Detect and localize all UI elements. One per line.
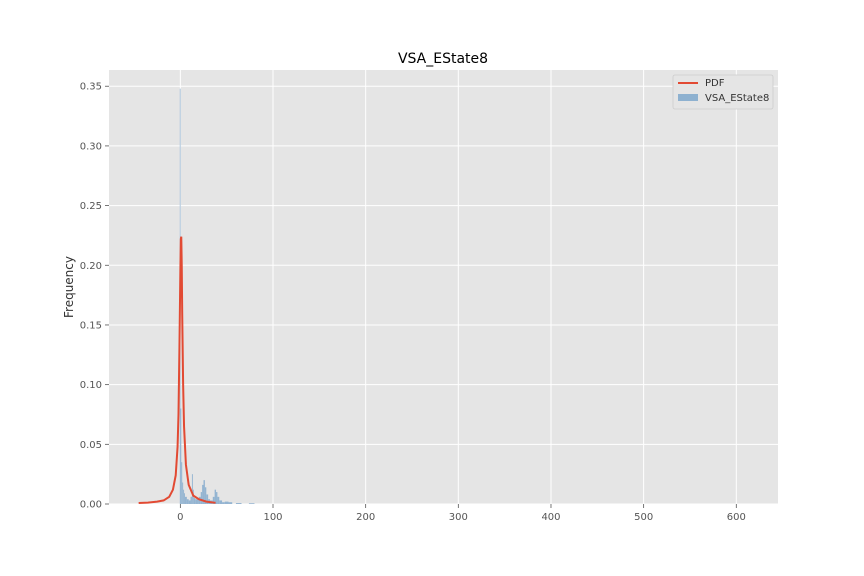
histogram-bar: [195, 499, 198, 504]
x-tick-label: 600: [727, 512, 746, 523]
histogram-bar: [184, 493, 185, 504]
pdf-line: [138, 236, 216, 505]
legend: PDF VSA_EState8: [672, 74, 774, 110]
plot-area: [109, 70, 778, 504]
histogram-bar: [180, 408, 182, 504]
grid-lines: [109, 70, 778, 505]
histogram-bar: [190, 496, 192, 504]
histogram-bar: [228, 502, 233, 504]
x-tick-label: 0: [177, 512, 183, 523]
y-tick-label: 0.35: [80, 82, 102, 93]
histogram-bar: [192, 489, 194, 504]
x-tick-label: 300: [449, 512, 468, 523]
histogram-bar: [216, 492, 218, 504]
y-tick-label: 0.10: [80, 380, 102, 391]
histogram-bar: [222, 502, 225, 504]
histogram-bar: [203, 480, 205, 504]
histogram-bar: [193, 498, 196, 504]
histogram-bar: [224, 501, 229, 504]
legend-hist-swatch: [678, 94, 698, 101]
y-tick-label: 0.25: [80, 201, 102, 212]
histogram-bar: [219, 500, 223, 504]
x-tick-label: 100: [263, 512, 282, 523]
y-tick-label: 0.15: [80, 320, 102, 331]
chart-title: VSA_EState8: [398, 51, 488, 67]
y-tick-label: 0.30: [80, 141, 102, 152]
x-tick-label: 200: [356, 512, 375, 523]
histogram-bar: [204, 487, 207, 504]
legend-pdf-label: PDF: [705, 78, 725, 89]
histogram-bar: [183, 489, 185, 504]
histogram-bar: [214, 489, 217, 504]
histogram-bar: [248, 503, 255, 504]
histogram-bar: [188, 500, 191, 504]
histogram-bar: [186, 499, 189, 504]
y-tick-label: 0.20: [80, 261, 102, 272]
histogram-bar: [197, 498, 199, 504]
legend-hist-label: VSA_EState8: [705, 93, 769, 104]
x-tick-label: 400: [541, 512, 560, 523]
histogram-bar: [181, 462, 183, 504]
histogram-bar: [206, 494, 209, 504]
histogram-bar: [202, 484, 204, 504]
y-axis-label: Frequency: [62, 256, 76, 318]
y-axis-ticks: 0.00 0.05 0.10 0.15 0.20 0.25 0.30 0.35: [80, 82, 109, 511]
histogram-bar: [191, 474, 193, 504]
y-tick-label: 0.00: [80, 500, 102, 511]
histogram-bar: [184, 496, 187, 504]
x-axis-ticks: 0 100 200 300 400 500 600: [177, 504, 746, 523]
histogram-bar: [182, 482, 184, 504]
histogram-bar: [200, 492, 203, 504]
x-tick-label: 500: [634, 512, 653, 523]
histogram-bar: [235, 503, 242, 504]
histogram-bar: [217, 496, 220, 504]
y-tick-label: 0.05: [80, 440, 102, 451]
histogram-bar: [212, 496, 215, 504]
